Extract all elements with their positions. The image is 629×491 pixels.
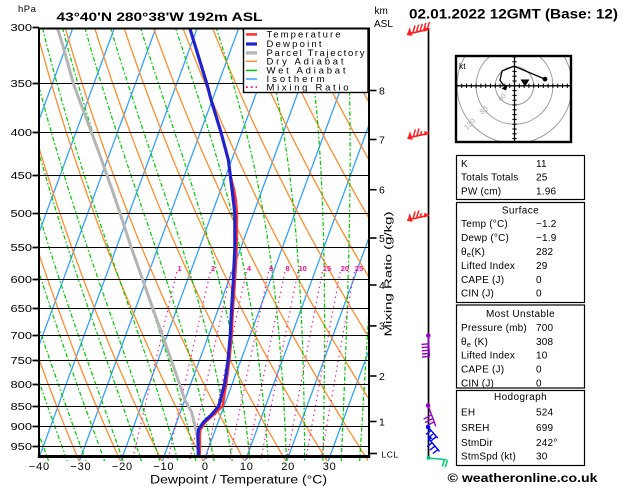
svg-text:282: 282 — [536, 247, 554, 258]
svg-text:−40: −40 — [29, 461, 50, 473]
svg-text:CAPE (J): CAPE (J) — [461, 275, 504, 286]
svg-text:θe(K): θe(K) — [461, 247, 485, 259]
svg-text:5: 5 — [379, 233, 385, 245]
svg-text:800: 800 — [11, 380, 33, 391]
svg-text:750: 750 — [11, 356, 33, 367]
svg-text:Isotherm: Isotherm — [267, 74, 325, 85]
svg-text:−10: −10 — [153, 461, 174, 473]
svg-text:43°40'N 280°38'W 192m ASL: 43°40'N 280°38'W 192m ASL — [57, 10, 263, 24]
svg-text:700: 700 — [11, 331, 33, 342]
svg-text:600: 600 — [11, 275, 33, 286]
svg-text:Dewpoint / Temperature (°C): Dewpoint / Temperature (°C) — [150, 475, 327, 487]
svg-text:30: 30 — [323, 461, 337, 473]
svg-text:Temp (°C): Temp (°C) — [461, 219, 508, 230]
svg-text:hPa: hPa — [18, 4, 37, 15]
svg-text:25: 25 — [355, 264, 363, 273]
svg-text:10: 10 — [299, 264, 307, 273]
svg-text:SREH: SREH — [461, 423, 490, 434]
svg-text:−30: −30 — [70, 461, 91, 473]
svg-text:0: 0 — [202, 461, 209, 473]
svg-text:20: 20 — [341, 264, 349, 273]
svg-text:6: 6 — [379, 185, 385, 197]
svg-text:CIN (J): CIN (J) — [461, 289, 494, 300]
svg-text:350: 350 — [11, 79, 33, 90]
svg-text:30: 30 — [536, 452, 548, 463]
svg-text:550: 550 — [11, 243, 33, 254]
svg-text:Lifted Index: Lifted Index — [461, 351, 515, 362]
svg-text:1.96: 1.96 — [536, 187, 557, 198]
svg-text:Dewpoint: Dewpoint — [267, 39, 322, 50]
svg-text:0: 0 — [536, 289, 542, 300]
svg-text:8: 8 — [286, 264, 290, 273]
svg-text:EH: EH — [461, 408, 475, 419]
svg-text:308: 308 — [536, 337, 554, 348]
svg-text:kt: kt — [459, 61, 466, 71]
svg-text:km: km — [375, 6, 388, 17]
svg-text:29: 29 — [536, 261, 548, 272]
svg-text:Hodograph: Hodograph — [494, 392, 547, 403]
svg-text:950: 950 — [11, 442, 33, 453]
svg-text:Most Unstable: Most Unstable — [486, 309, 555, 320]
svg-text:K: K — [461, 159, 468, 170]
svg-text:300: 300 — [11, 23, 33, 34]
svg-text:θe (K): θe (K) — [461, 337, 488, 349]
svg-text:242°: 242° — [536, 438, 557, 449]
svg-text:0: 0 — [536, 275, 542, 286]
svg-text:900: 900 — [11, 422, 33, 433]
svg-text:StmDir: StmDir — [461, 438, 493, 449]
svg-text:Parcel Trajectory: Parcel Trajectory — [267, 48, 365, 59]
svg-text:500: 500 — [11, 209, 33, 220]
svg-text:699: 699 — [536, 423, 554, 434]
svg-text:© weatheronline.co.uk: © weatheronline.co.uk — [448, 473, 599, 485]
svg-text:25: 25 — [536, 172, 548, 183]
svg-text:850: 850 — [11, 402, 33, 413]
svg-text:Dry Adiabat: Dry Adiabat — [267, 57, 344, 68]
svg-text:−20: −20 — [112, 461, 133, 473]
svg-text:8: 8 — [379, 85, 385, 97]
svg-text:700: 700 — [536, 323, 554, 334]
svg-text:2: 2 — [211, 264, 215, 273]
svg-text:3: 3 — [379, 321, 385, 333]
svg-text:Lifted Index: Lifted Index — [461, 261, 515, 272]
svg-text:650: 650 — [11, 304, 33, 315]
svg-text:Dewp (°C): Dewp (°C) — [461, 233, 509, 244]
svg-text:−1.2: −1.2 — [536, 219, 557, 230]
svg-text:CAPE (J): CAPE (J) — [461, 365, 504, 376]
svg-text:2: 2 — [379, 371, 385, 383]
svg-text:10: 10 — [536, 351, 548, 362]
svg-text:StmSpd (kt): StmSpd (kt) — [461, 452, 516, 463]
svg-text:Pressure (mb): Pressure (mb) — [461, 323, 527, 334]
svg-text:PW (cm): PW (cm) — [461, 187, 501, 198]
svg-text:Totals Totals: Totals Totals — [461, 172, 518, 183]
svg-text:4: 4 — [247, 264, 252, 273]
svg-text:1: 1 — [379, 416, 385, 428]
svg-text:524: 524 — [536, 408, 554, 419]
svg-text:10: 10 — [240, 461, 254, 473]
svg-text:450: 450 — [11, 171, 33, 182]
svg-text:15: 15 — [323, 264, 331, 273]
svg-text:7: 7 — [379, 134, 385, 146]
svg-text:02.01.2022 12GMT (Base: 12): 02.01.2022 12GMT (Base: 12) — [409, 7, 618, 22]
svg-text:Mixing Ratio (g/kg): Mixing Ratio (g/kg) — [384, 212, 395, 337]
svg-text:4: 4 — [379, 280, 385, 292]
svg-text:400: 400 — [11, 128, 33, 139]
svg-text:0: 0 — [536, 365, 542, 376]
svg-text:Wet Adiabat: Wet Adiabat — [267, 66, 346, 77]
svg-text:6: 6 — [269, 264, 273, 273]
svg-text:1: 1 — [178, 264, 182, 273]
svg-text:ASL: ASL — [374, 19, 393, 30]
svg-text:CIN (J): CIN (J) — [461, 379, 494, 390]
svg-text:20: 20 — [281, 461, 295, 473]
svg-text:−1.9: −1.9 — [536, 233, 557, 244]
svg-text:LCL: LCL — [382, 450, 399, 460]
svg-text:0: 0 — [536, 379, 542, 390]
svg-text:Surface: Surface — [502, 205, 539, 216]
svg-text:11: 11 — [536, 159, 547, 170]
